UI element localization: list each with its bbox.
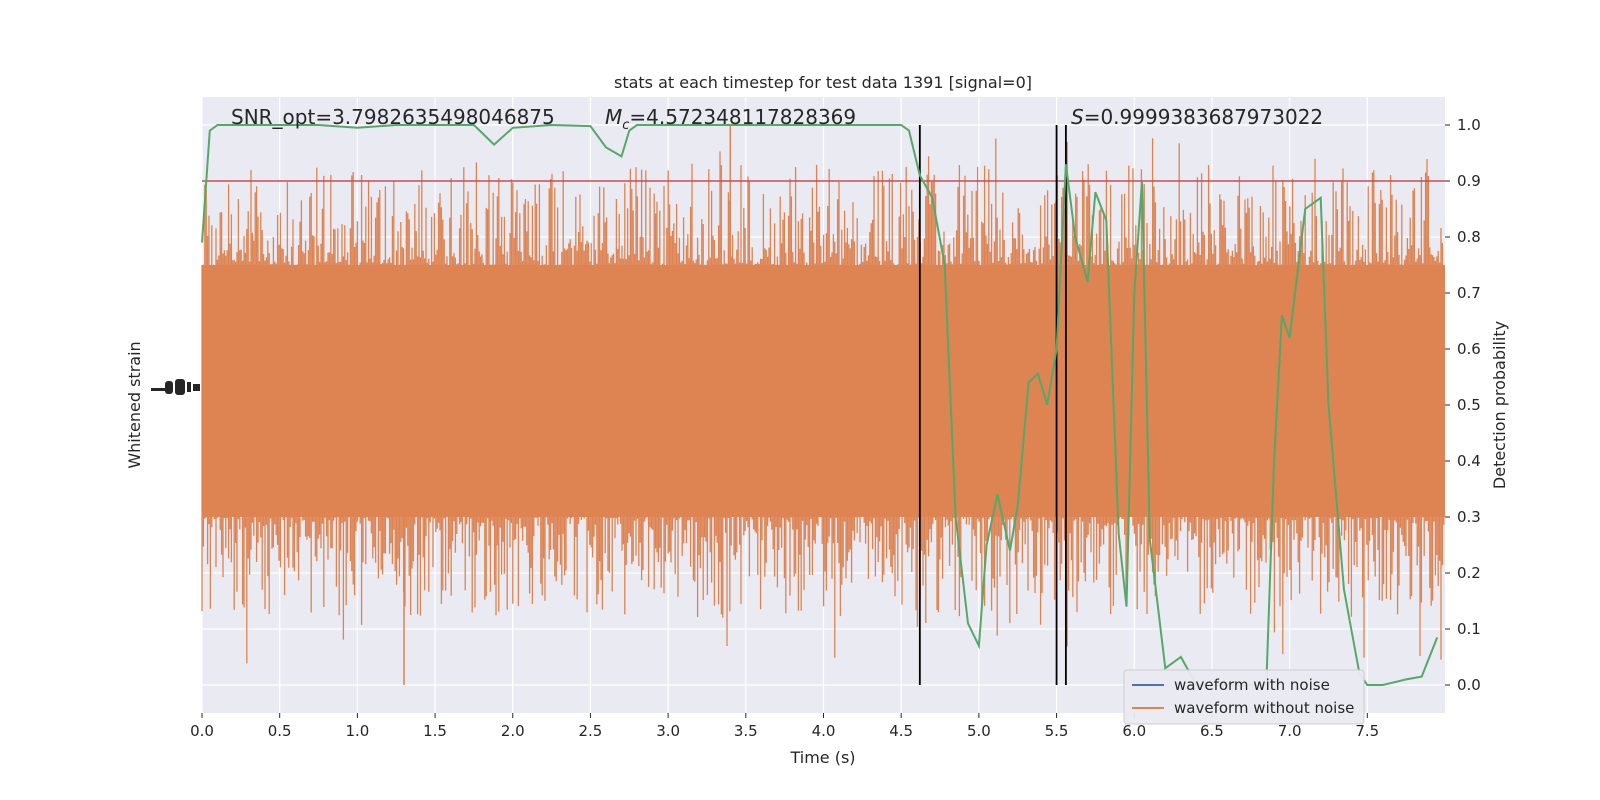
y-tick-label: 1.0	[1457, 116, 1481, 134]
snr-annotation: SNR_opt=3.7982635498046875	[231, 105, 555, 129]
mc-symbol: M	[605, 105, 622, 129]
s-annotation: S=0.9999383687973022	[1071, 105, 1323, 129]
right-y-axis-label: Detection probability	[1490, 321, 1509, 489]
x-tick-label: 2.0	[501, 722, 525, 740]
legend-label-noise: waveform with noise	[1174, 676, 1330, 694]
y-tick-label: 0.7	[1457, 284, 1481, 302]
legend-label-strain: waveform without noise	[1174, 699, 1354, 717]
legend-box	[1123, 669, 1365, 725]
right-y-axis-ticks: 0.0 0.1 0.2 0.3 0.4 0.5 0.6 0.7 0.8 0.9 1.0	[1445, 116, 1481, 694]
x-tick-label: 3.0	[656, 722, 680, 740]
y-tick-label: 0.5	[1457, 396, 1481, 414]
strain-spikes	[201, 138, 1445, 664]
x-tick-label: 1.0	[345, 722, 369, 740]
left-y-axis-label: Whitened strain	[125, 341, 144, 468]
mc-value: =4.572348117828369	[629, 105, 856, 129]
x-tick-label: 4.0	[812, 722, 836, 740]
y-tick-label: 0.1	[1457, 620, 1481, 638]
y-tick-label: 0.8	[1457, 228, 1481, 246]
x-tick-label: 6.0	[1122, 722, 1146, 740]
s-symbol: S	[1071, 105, 1084, 129]
x-tick-label: 5.5	[1045, 722, 1069, 740]
x-tick-label: 3.5	[734, 722, 758, 740]
x-tick-label: 6.5	[1200, 722, 1224, 740]
x-tick-label: 4.5	[889, 722, 913, 740]
probability-line	[201, 123, 1439, 686]
x-axis-label: Time (s)	[789, 748, 855, 767]
strain-series	[201, 125, 1445, 685]
y-tick-label: 0.9	[1457, 172, 1481, 190]
y-tick-label: 0.0	[1457, 676, 1481, 694]
legend: waveform with noise waveform without noi…	[1123, 669, 1365, 725]
x-tick-label: 5.0	[967, 722, 991, 740]
probability-series	[201, 123, 1439, 686]
x-tick-label: 1.5	[423, 722, 447, 740]
vertical-markers	[918, 125, 1067, 685]
chart-title: stats at each timestep for test data 139…	[614, 73, 1032, 92]
x-tick-label: 2.5	[579, 722, 603, 740]
y-tick-label: 0.2	[1457, 564, 1481, 582]
y-tick-label: 0.6	[1457, 340, 1481, 358]
x-tick-label: 7.0	[1278, 722, 1302, 740]
x-axis-ticks: 0.0 0.5 1.0 1.5 2.0 2.5 3.0 3.5 4.0 4.5 5.0 5.5 6.0 6…	[190, 713, 1379, 740]
y-tick-label: 0.3	[1457, 508, 1481, 526]
mc-annotation: Mc=4.572348117828369	[605, 105, 856, 133]
x-tick-label: 0.5	[268, 722, 292, 740]
y-tick-label: 0.4	[1457, 452, 1481, 470]
x-tick-label: 0.0	[190, 722, 214, 740]
x-tick-label: 7.5	[1355, 722, 1379, 740]
s-value: =0.9999383687973022	[1084, 105, 1323, 129]
left-y-axis-tick-cluster	[151, 379, 200, 395]
mc-subscript: c	[622, 118, 629, 133]
